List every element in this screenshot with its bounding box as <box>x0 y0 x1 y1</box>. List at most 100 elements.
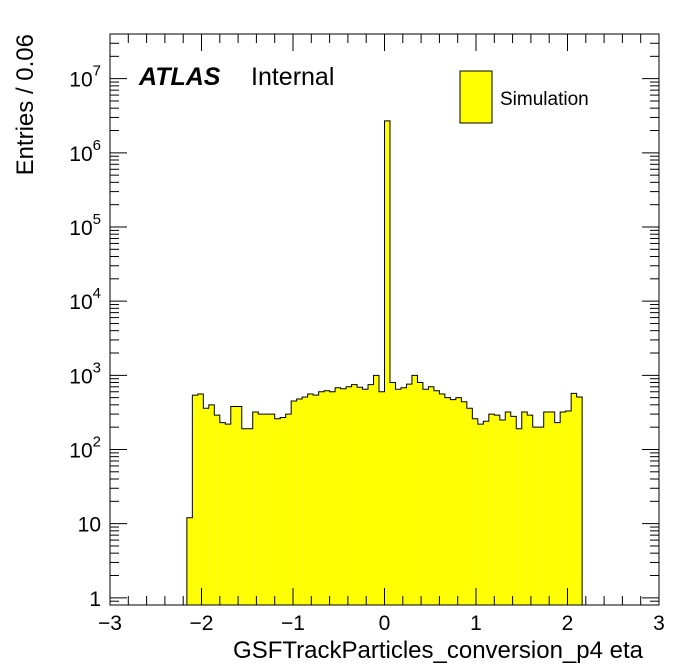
y-tick-label: 107 <box>69 63 101 92</box>
histogram-bin-2 <box>197 393 204 605</box>
histogram-bin-63 <box>532 427 539 605</box>
legend-swatch <box>459 70 493 124</box>
histogram-bin-56 <box>494 415 500 605</box>
histogram-bin-71 <box>576 397 583 605</box>
x-axis-title: GSFTrackParticles_conversion_p4 eta <box>233 637 644 664</box>
y-tick-label: 1 <box>89 588 101 611</box>
histogram-bin-49 <box>455 397 462 605</box>
y-tick-label: 106 <box>69 137 101 166</box>
histogram-bin-53 <box>477 424 484 605</box>
histogram-bin-14 <box>263 414 270 605</box>
internal-label: Internal <box>251 63 334 91</box>
histogram-bin-24 <box>318 391 325 605</box>
histogram-bin-5 <box>214 415 220 605</box>
x-tick-label: 0 <box>379 612 391 635</box>
y-axis-title: Entries / 0.06 <box>12 34 39 175</box>
histogram-bin-13 <box>258 414 264 605</box>
histogram-bin-22 <box>307 393 314 605</box>
histogram-outline <box>186 120 588 606</box>
y-tick-label: 105 <box>69 211 101 240</box>
histogram-bin-34 <box>373 375 380 605</box>
histogram-bin-62 <box>527 415 533 605</box>
histogram-bin-0 <box>186 517 193 605</box>
histogram-bin-69 <box>565 411 572 605</box>
y-axis-tick-labels: 1 10 102 103 104 105 106 107 <box>69 63 101 611</box>
histogram-bin-35 <box>379 391 385 605</box>
histogram-bin-66 <box>549 412 555 605</box>
histogram-bin-25 <box>324 390 330 605</box>
histogram-bin-39 <box>400 387 407 605</box>
histogram-bin-44 <box>428 386 434 605</box>
histogram-bin-9 <box>236 406 242 605</box>
x-tick-label: −2 <box>190 612 214 635</box>
histogram-bin-8 <box>230 406 237 605</box>
histogram-bin-70 <box>571 393 577 605</box>
histogram-bin-23 <box>313 395 319 605</box>
histogram-bin-46 <box>439 393 445 605</box>
histogram-bin-50 <box>461 401 467 605</box>
histogram-bin-42 <box>417 382 423 605</box>
x-tick-label: −3 <box>98 612 122 635</box>
histogram-bin-18 <box>285 414 292 605</box>
histogram-bin-43 <box>422 389 429 605</box>
x-tick-label: 1 <box>470 612 482 635</box>
histogram-bin-61 <box>521 412 528 605</box>
histogram-bin-30 <box>351 384 358 605</box>
histogram-bin-54 <box>483 421 489 605</box>
y-tick-label: 104 <box>69 285 101 314</box>
histogram-bin-3 <box>203 408 209 605</box>
y-tick-label: 10 <box>78 514 101 537</box>
histogram-bin-11 <box>247 428 253 605</box>
histogram-bin-55 <box>488 414 495 605</box>
histogram-bin-52 <box>472 418 478 605</box>
histogram-bin-19 <box>291 401 297 605</box>
histogram-bin-10 <box>241 428 248 605</box>
x-tick-label: −1 <box>281 612 305 635</box>
histogram-bin-33 <box>368 384 374 605</box>
histogram-bin-6 <box>219 422 226 605</box>
legend: Simulation <box>459 70 589 124</box>
y-tick-label: 102 <box>69 433 101 462</box>
histogram-bin-15 <box>269 414 275 605</box>
histogram-bin-51 <box>466 408 473 605</box>
histogram-bin-21 <box>302 397 308 605</box>
histogram-bin-27 <box>335 387 341 605</box>
histogram-bin-4 <box>208 404 215 605</box>
histogram-bin-28 <box>340 388 347 605</box>
histogram-bin-59 <box>510 416 517 605</box>
x-axis-tick-labels: −3 −2 −1 0 1 2 3 <box>98 612 665 635</box>
histogram-bin-12 <box>252 412 259 605</box>
histogram-bin-31 <box>357 387 363 605</box>
histogram-bin-48 <box>450 399 456 605</box>
y-axis-ticks <box>110 33 659 606</box>
x-tick-label: 2 <box>562 612 574 635</box>
histogram-bin-45 <box>433 390 440 605</box>
histogram-bin-40 <box>406 384 412 605</box>
histogram-bin-32 <box>362 389 369 605</box>
atlas-label: ATLAS <box>138 63 221 91</box>
histogram-bin-26 <box>329 391 336 605</box>
histogram-bars <box>186 120 588 606</box>
histogram-bin-47 <box>444 397 451 605</box>
histogram-bin-16 <box>274 418 281 605</box>
histogram-bin-37 <box>389 382 396 605</box>
histogram-bin-7 <box>225 424 231 605</box>
histogram-bin-41 <box>411 375 418 605</box>
histogram-bin-29 <box>346 386 352 605</box>
histogram-bin-20 <box>296 398 303 605</box>
histogram-bin-17 <box>280 417 286 605</box>
histogram-bin-36 <box>384 120 390 605</box>
histogram-bin-67 <box>554 422 561 605</box>
x-tick-label: 3 <box>653 612 665 635</box>
histogram-bin-64 <box>538 427 544 605</box>
x-axis-ticks <box>109 34 660 605</box>
histogram-bin-1 <box>192 395 198 605</box>
legend-label: Simulation <box>500 89 589 110</box>
y-tick-label: 103 <box>69 359 101 388</box>
histogram-bin-58 <box>505 412 511 605</box>
histogram-bin-65 <box>543 412 550 605</box>
histogram-bin-57 <box>499 419 506 605</box>
histogram-bin-68 <box>560 412 566 605</box>
histogram-bin-60 <box>516 428 522 605</box>
